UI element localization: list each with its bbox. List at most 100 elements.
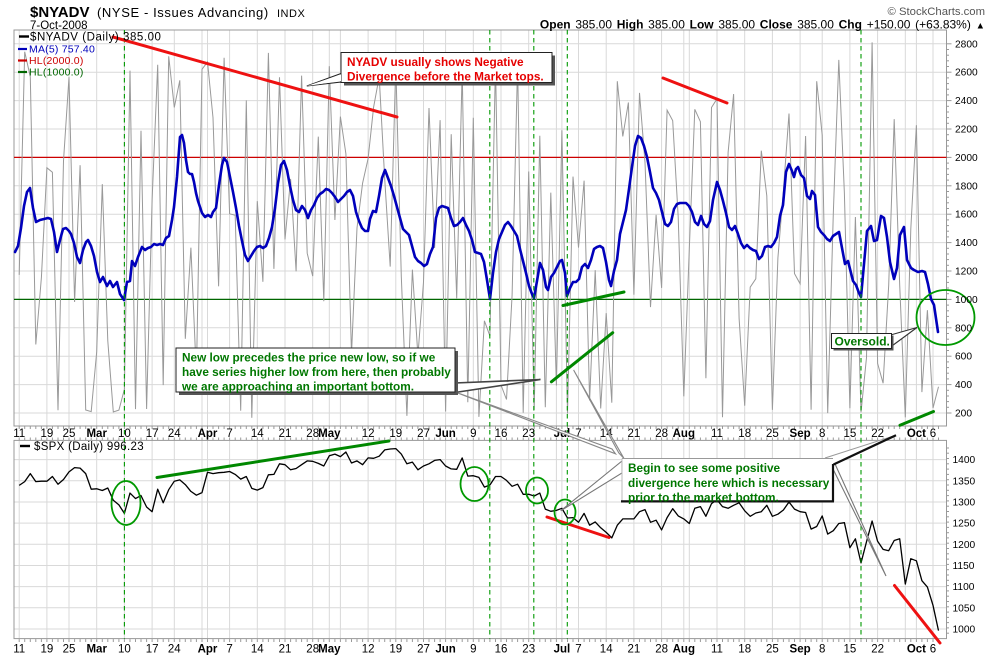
svg-text:14: 14 bbox=[600, 644, 613, 656]
svg-text:Oct: Oct bbox=[907, 428, 926, 440]
svg-text:1250: 1250 bbox=[953, 519, 976, 530]
svg-text:1300: 1300 bbox=[953, 498, 976, 509]
svg-text:May: May bbox=[318, 428, 341, 440]
svg-text:18: 18 bbox=[738, 644, 751, 656]
svg-text:1400: 1400 bbox=[955, 238, 978, 249]
svg-text:10: 10 bbox=[118, 428, 131, 440]
svg-text:divergence here which is neces: divergence here which is necessary bbox=[628, 476, 830, 490]
svg-text:$NYADV: $NYADV bbox=[30, 4, 89, 21]
svg-text:Divergence before the Market t: Divergence before the Market tops. bbox=[347, 70, 544, 84]
svg-text:9: 9 bbox=[470, 428, 476, 440]
svg-text:18: 18 bbox=[738, 428, 751, 440]
svg-text:7: 7 bbox=[226, 644, 232, 656]
svg-text:25: 25 bbox=[63, 428, 76, 440]
svg-text:2200: 2200 bbox=[955, 125, 978, 136]
svg-text:INDX: INDX bbox=[277, 8, 305, 20]
svg-text:19: 19 bbox=[389, 644, 402, 656]
svg-text:prior to the market bottom.: prior to the market bottom. bbox=[628, 491, 779, 505]
svg-text:1200: 1200 bbox=[955, 267, 978, 278]
svg-text:27: 27 bbox=[417, 644, 430, 656]
svg-text:1150: 1150 bbox=[953, 561, 975, 572]
svg-text:1350: 1350 bbox=[953, 476, 976, 487]
svg-text:22: 22 bbox=[871, 428, 884, 440]
svg-text:15: 15 bbox=[844, 644, 857, 656]
svg-text:28: 28 bbox=[655, 428, 668, 440]
svg-text:21: 21 bbox=[628, 644, 641, 656]
svg-text:Jun: Jun bbox=[435, 644, 455, 656]
svg-text:22: 22 bbox=[871, 644, 884, 656]
svg-text:1400: 1400 bbox=[953, 455, 976, 466]
svg-text:MA(5) 757.40: MA(5) 757.40 bbox=[29, 44, 95, 56]
svg-text:28: 28 bbox=[306, 428, 319, 440]
svg-text:16: 16 bbox=[495, 428, 508, 440]
svg-text:Aug: Aug bbox=[673, 644, 695, 656]
svg-text:Begin to see some positive: Begin to see some positive bbox=[628, 461, 781, 475]
svg-text:7-Oct-2008: 7-Oct-2008 bbox=[30, 20, 88, 32]
svg-text:have series higher low from he: have series higher low from here, then p… bbox=[182, 365, 451, 379]
svg-text:600: 600 bbox=[955, 352, 972, 363]
svg-text:Apr: Apr bbox=[198, 644, 218, 656]
svg-text:23: 23 bbox=[522, 644, 535, 656]
svg-text:25: 25 bbox=[63, 644, 76, 656]
svg-text:$NYADV (Daily) 385.00: $NYADV (Daily) 385.00 bbox=[30, 32, 162, 44]
svg-text:7: 7 bbox=[575, 428, 581, 440]
svg-text:HL(1000.0): HL(1000.0) bbox=[29, 67, 84, 79]
svg-text:2400: 2400 bbox=[955, 96, 978, 107]
svg-text:12: 12 bbox=[362, 428, 375, 440]
svg-text:14: 14 bbox=[251, 428, 264, 440]
svg-text:8: 8 bbox=[819, 644, 825, 656]
svg-text:17: 17 bbox=[146, 644, 159, 656]
svg-text:11: 11 bbox=[711, 644, 723, 656]
svg-text:800: 800 bbox=[955, 323, 972, 334]
svg-text:28: 28 bbox=[306, 644, 319, 656]
svg-text:2600: 2600 bbox=[955, 68, 978, 79]
svg-text:17: 17 bbox=[146, 428, 159, 440]
svg-text:1000: 1000 bbox=[953, 625, 976, 636]
svg-text:we are approaching an importan: we are approaching an important bottom. bbox=[181, 380, 414, 394]
svg-text:HL(2000.0): HL(2000.0) bbox=[29, 55, 84, 67]
svg-text:21: 21 bbox=[279, 644, 292, 656]
svg-text:1200: 1200 bbox=[953, 540, 976, 551]
svg-text:(NYSE - Issues Advancing): (NYSE - Issues Advancing) bbox=[97, 5, 269, 20]
svg-text:Apr: Apr bbox=[198, 428, 218, 440]
svg-text:© StockCharts.com: © StockCharts.com bbox=[888, 6, 985, 18]
svg-text:21: 21 bbox=[628, 428, 641, 440]
svg-text:Sep: Sep bbox=[790, 644, 811, 656]
svg-text:1600: 1600 bbox=[955, 210, 978, 221]
svg-text:6: 6 bbox=[930, 428, 936, 440]
svg-text:200: 200 bbox=[955, 409, 972, 420]
svg-text:2800: 2800 bbox=[955, 39, 978, 50]
svg-text:24: 24 bbox=[168, 644, 181, 656]
svg-text:19: 19 bbox=[41, 428, 54, 440]
svg-text:19: 19 bbox=[389, 428, 402, 440]
svg-text:NYADV usually shows Negative: NYADV usually shows Negative bbox=[347, 55, 524, 69]
svg-text:27: 27 bbox=[417, 428, 430, 440]
svg-text:24: 24 bbox=[168, 428, 181, 440]
svg-text:1000: 1000 bbox=[955, 295, 978, 306]
svg-text:2000: 2000 bbox=[955, 153, 978, 164]
svg-text:Oct: Oct bbox=[907, 644, 926, 656]
svg-text:Open 385.00 High 385.00 Low 38: Open 385.00 High 385.00 Low 385.00 Close… bbox=[540, 18, 985, 32]
svg-text:11: 11 bbox=[13, 428, 25, 440]
svg-text:Oversold.: Oversold. bbox=[835, 335, 890, 349]
svg-text:16: 16 bbox=[495, 644, 508, 656]
svg-text:11: 11 bbox=[711, 428, 723, 440]
svg-text:Mar: Mar bbox=[86, 644, 107, 656]
svg-text:25: 25 bbox=[766, 644, 779, 656]
svg-text:7: 7 bbox=[226, 428, 232, 440]
svg-text:11: 11 bbox=[13, 644, 25, 656]
svg-text:10: 10 bbox=[118, 644, 131, 656]
svg-text:1050: 1050 bbox=[953, 603, 976, 614]
svg-text:$SPX (Daily) 996.23: $SPX (Daily) 996.23 bbox=[34, 441, 144, 453]
svg-text:Sep: Sep bbox=[790, 428, 811, 440]
svg-text:14: 14 bbox=[251, 644, 264, 656]
svg-text:21: 21 bbox=[279, 428, 292, 440]
svg-text:Jul: Jul bbox=[554, 644, 571, 656]
svg-text:Jun: Jun bbox=[435, 428, 455, 440]
svg-text:Aug: Aug bbox=[673, 428, 695, 440]
svg-text:19: 19 bbox=[41, 644, 54, 656]
svg-text:23: 23 bbox=[522, 428, 535, 440]
svg-text:400: 400 bbox=[955, 380, 972, 391]
svg-text:12: 12 bbox=[362, 644, 375, 656]
svg-text:6: 6 bbox=[930, 644, 936, 656]
